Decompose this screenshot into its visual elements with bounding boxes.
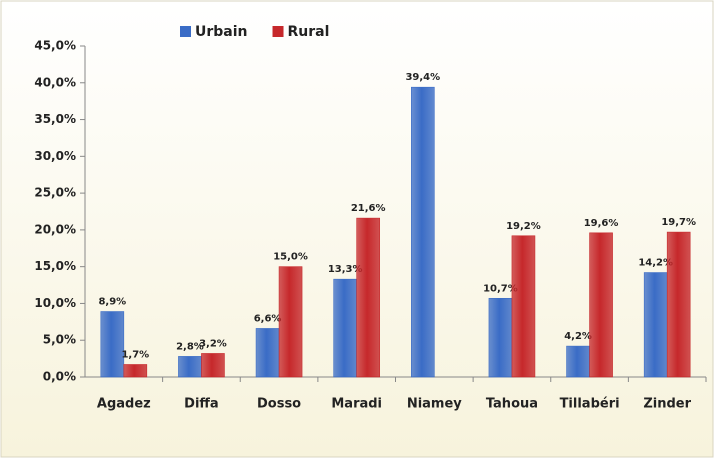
value-label: 8,9% [98, 297, 126, 308]
x-tick-label: Tahoua [486, 397, 538, 412]
value-label: 19,2% [506, 221, 541, 232]
bar [643, 272, 668, 378]
y-tick-label: 5,0% [43, 333, 76, 347]
bar [411, 86, 435, 378]
value-label: 15,0% [273, 252, 308, 263]
bar [566, 345, 590, 378]
bar [123, 364, 148, 378]
y-tick-label: 30,0% [34, 149, 76, 163]
y-tick-label: 35,0% [34, 112, 76, 126]
x-tick-label: Dosso [257, 397, 301, 412]
x-tick-label: Zinder [643, 397, 691, 412]
y-tick-label: 0,0% [43, 370, 76, 384]
value-label: 3,2% [199, 338, 227, 349]
x-tick-label: Maradi [331, 397, 382, 412]
value-label: 14,2% [638, 258, 673, 269]
value-label: 21,6% [351, 203, 386, 214]
y-tick-label: 15,0% [34, 259, 76, 273]
x-tick-label: Agadez [97, 397, 151, 412]
bar [356, 217, 380, 378]
bar [201, 353, 225, 378]
value-label: 19,6% [584, 218, 619, 229]
bar [488, 297, 513, 378]
x-tick-label: Niamey [407, 397, 462, 412]
bar [255, 328, 280, 378]
y-tick-label: 45,0% [34, 39, 76, 53]
value-label: 2,8% [176, 341, 204, 352]
legend-label: Urbain [195, 24, 248, 40]
y-tick-label: 40,0% [34, 75, 76, 89]
value-label: 10,7% [483, 283, 518, 294]
x-tick-label: Tillabéri [560, 397, 620, 412]
value-label: 19,7% [661, 217, 696, 228]
y-tick-label: 25,0% [34, 186, 76, 200]
legend-swatch [180, 26, 191, 37]
value-label: 39,4% [405, 72, 440, 83]
bar [589, 232, 613, 378]
bar [511, 235, 536, 378]
bar [178, 356, 202, 378]
bar [333, 278, 357, 378]
value-label: 6,6% [254, 313, 282, 324]
value-label: 13,3% [328, 264, 363, 275]
bar [278, 266, 303, 378]
y-tick-label: 20,0% [34, 222, 76, 236]
value-label: 1,7% [121, 349, 149, 360]
legend-swatch [272, 26, 284, 37]
value-label: 4,2% [564, 331, 592, 342]
y-tick-label: 10,0% [34, 296, 76, 310]
bar [100, 311, 125, 378]
legend-label: Rural [288, 24, 330, 40]
x-tick-label: Diffa [184, 397, 219, 412]
bar [666, 231, 691, 378]
